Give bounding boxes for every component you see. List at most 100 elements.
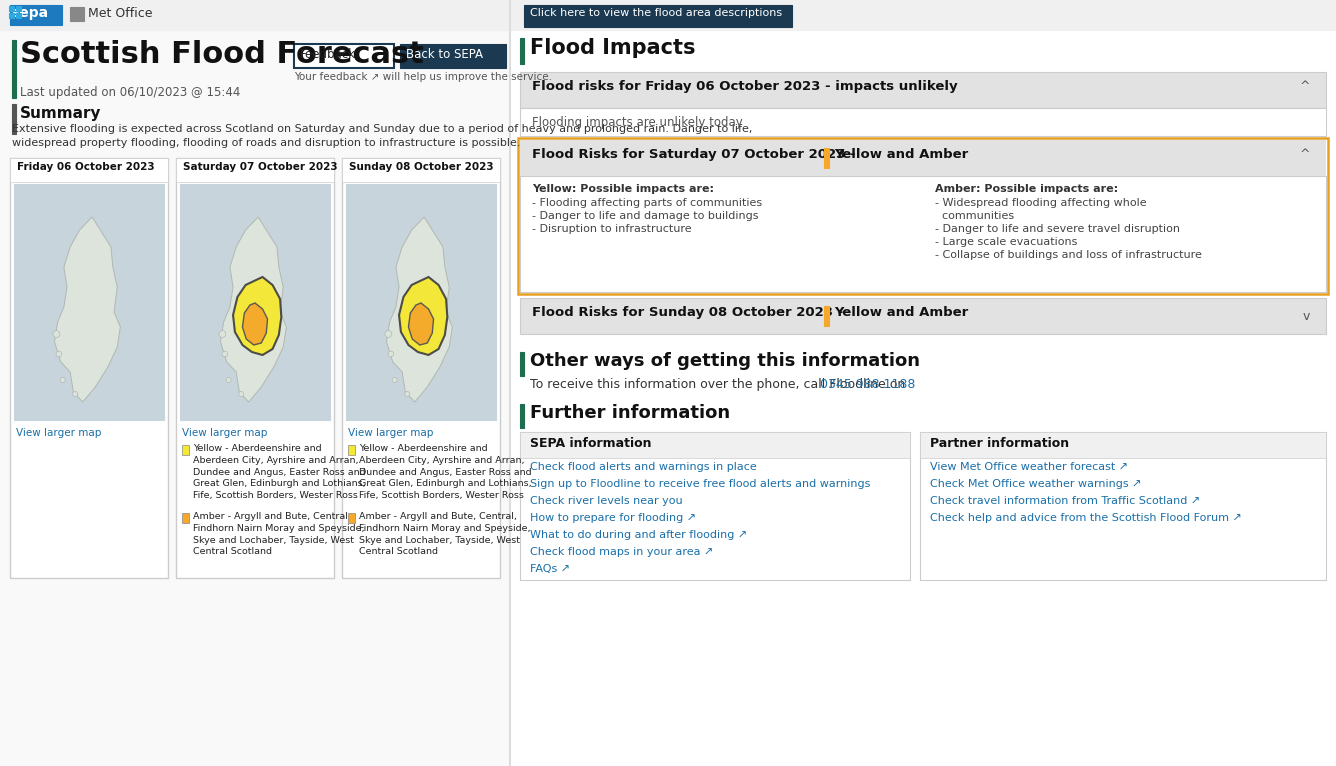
Text: test: test: [933, 321, 967, 339]
Text: test: test: [152, 96, 187, 114]
Bar: [16, 13, 21, 18]
Polygon shape: [409, 303, 434, 345]
Text: Last updated on 06/10/2023 @ 15:44: Last updated on 06/10/2023 @ 15:44: [20, 86, 240, 99]
Text: Yellow: Possible impacts are:: Yellow: Possible impacts are:: [532, 184, 713, 194]
Text: Friday 06 October 2023: Friday 06 October 2023: [17, 162, 155, 172]
Polygon shape: [220, 217, 286, 402]
Circle shape: [405, 391, 410, 397]
Text: test: test: [542, 321, 577, 339]
Text: test: test: [673, 471, 707, 489]
Text: Flood Risks for Sunday 08 October 2023 -: Flood Risks for Sunday 08 October 2023 -: [532, 306, 843, 319]
Text: test: test: [673, 21, 707, 39]
Bar: [13, 184, 164, 420]
Text: test: test: [152, 321, 187, 339]
Polygon shape: [242, 303, 267, 345]
Text: test: test: [803, 621, 838, 639]
Text: test: test: [152, 171, 187, 189]
Text: ^: ^: [1300, 148, 1311, 161]
Text: Summary: Summary: [20, 106, 102, 121]
Text: test: test: [23, 546, 57, 564]
Bar: [520, 108, 1327, 136]
Text: test: test: [933, 546, 967, 564]
Bar: [518, 138, 1328, 294]
Bar: [176, 158, 334, 578]
Text: test: test: [803, 696, 838, 714]
Text: Check travel information from Traffic Scotland ↗: Check travel information from Traffic Sc…: [930, 496, 1200, 506]
Text: test: test: [23, 321, 57, 339]
Bar: [12, 104, 16, 134]
Text: test: test: [283, 471, 317, 489]
Bar: [12, 40, 16, 98]
Text: test: test: [1193, 546, 1228, 564]
Text: Click here to view the flood area descriptions: Click here to view the flood area descri…: [530, 8, 782, 18]
Bar: [0, 0, 510, 766]
Text: test: test: [413, 546, 448, 564]
Text: How to prepare for flooding ↗: How to prepare for flooding ↗: [530, 513, 696, 523]
Text: Feedback: Feedback: [301, 48, 355, 61]
Text: sepa: sepa: [11, 6, 48, 20]
Text: test: test: [542, 471, 577, 489]
Text: test: test: [933, 21, 967, 39]
Bar: [921, 432, 1327, 580]
Circle shape: [385, 331, 391, 338]
Text: test: test: [673, 96, 707, 114]
Text: test: test: [413, 96, 448, 114]
Text: test: test: [542, 546, 577, 564]
Text: To receive this information over the phone, call Floodline on: To receive this information over the pho…: [530, 378, 910, 391]
Text: test: test: [1062, 621, 1097, 639]
Bar: [342, 158, 500, 182]
Text: test: test: [1062, 21, 1097, 39]
Text: test: test: [152, 471, 187, 489]
Text: test: test: [1193, 171, 1228, 189]
Bar: [824, 306, 830, 326]
Text: test: test: [1062, 471, 1097, 489]
Text: test: test: [803, 171, 838, 189]
Text: test: test: [283, 246, 317, 264]
Circle shape: [56, 351, 61, 357]
Bar: [176, 158, 334, 182]
Text: communities: communities: [935, 211, 1014, 221]
Text: 0345 988 1188: 0345 988 1188: [820, 378, 915, 391]
Polygon shape: [386, 217, 453, 402]
Bar: [0, 0, 510, 30]
Text: Yellow - Aberdeenshire and
Aberdeen City, Ayrshire and Arran,
Dundee and Angus, : Yellow - Aberdeenshire and Aberdeen City…: [359, 444, 532, 500]
Bar: [0, 0, 1336, 30]
Text: test: test: [933, 96, 967, 114]
Text: test: test: [23, 21, 57, 39]
Text: Amber - Argyll and Bute, Central,
Findhorn Nairn Moray and Speyside,
Skye and Lo: Amber - Argyll and Bute, Central, Findho…: [192, 512, 365, 556]
Text: Check help and advice from the Scottish Flood Forum ↗: Check help and advice from the Scottish …: [930, 513, 1242, 523]
Text: test: test: [413, 246, 448, 264]
Text: test: test: [283, 546, 317, 564]
Text: - Danger to life and severe travel disruption: - Danger to life and severe travel disru…: [935, 224, 1180, 234]
Text: test: test: [1193, 621, 1228, 639]
Text: Other ways of getting this information: Other ways of getting this information: [530, 352, 921, 370]
Text: test: test: [283, 696, 317, 714]
Text: View larger map: View larger map: [16, 428, 102, 438]
Text: test: test: [933, 471, 967, 489]
Text: test: test: [673, 546, 707, 564]
Text: test: test: [803, 471, 838, 489]
Bar: [69, 7, 84, 21]
Text: test: test: [1062, 696, 1097, 714]
Text: test: test: [673, 246, 707, 264]
Text: Check flood maps in your area ↗: Check flood maps in your area ↗: [530, 547, 713, 557]
Bar: [520, 140, 1327, 176]
Text: Yellow and Amber: Yellow and Amber: [834, 148, 969, 161]
Text: test: test: [933, 246, 967, 264]
Text: test: test: [803, 546, 838, 564]
Bar: [524, 5, 792, 27]
Text: test: test: [1062, 321, 1097, 339]
Text: - Flooding affecting parts of communities: - Flooding affecting parts of communitie…: [532, 198, 762, 208]
Text: test: test: [542, 396, 577, 414]
Text: Yellow and Amber: Yellow and Amber: [834, 306, 969, 319]
Bar: [520, 176, 1327, 292]
Text: test: test: [1193, 696, 1228, 714]
Text: test: test: [283, 621, 317, 639]
Text: test: test: [933, 621, 967, 639]
Text: test: test: [23, 621, 57, 639]
Text: Scottish Flood Forecast: Scottish Flood Forecast: [20, 40, 424, 69]
Text: Sunday 08 October 2023: Sunday 08 October 2023: [349, 162, 493, 172]
Bar: [9, 5, 61, 25]
Text: Further information: Further information: [530, 404, 731, 422]
Text: SEPA information: SEPA information: [530, 437, 652, 450]
